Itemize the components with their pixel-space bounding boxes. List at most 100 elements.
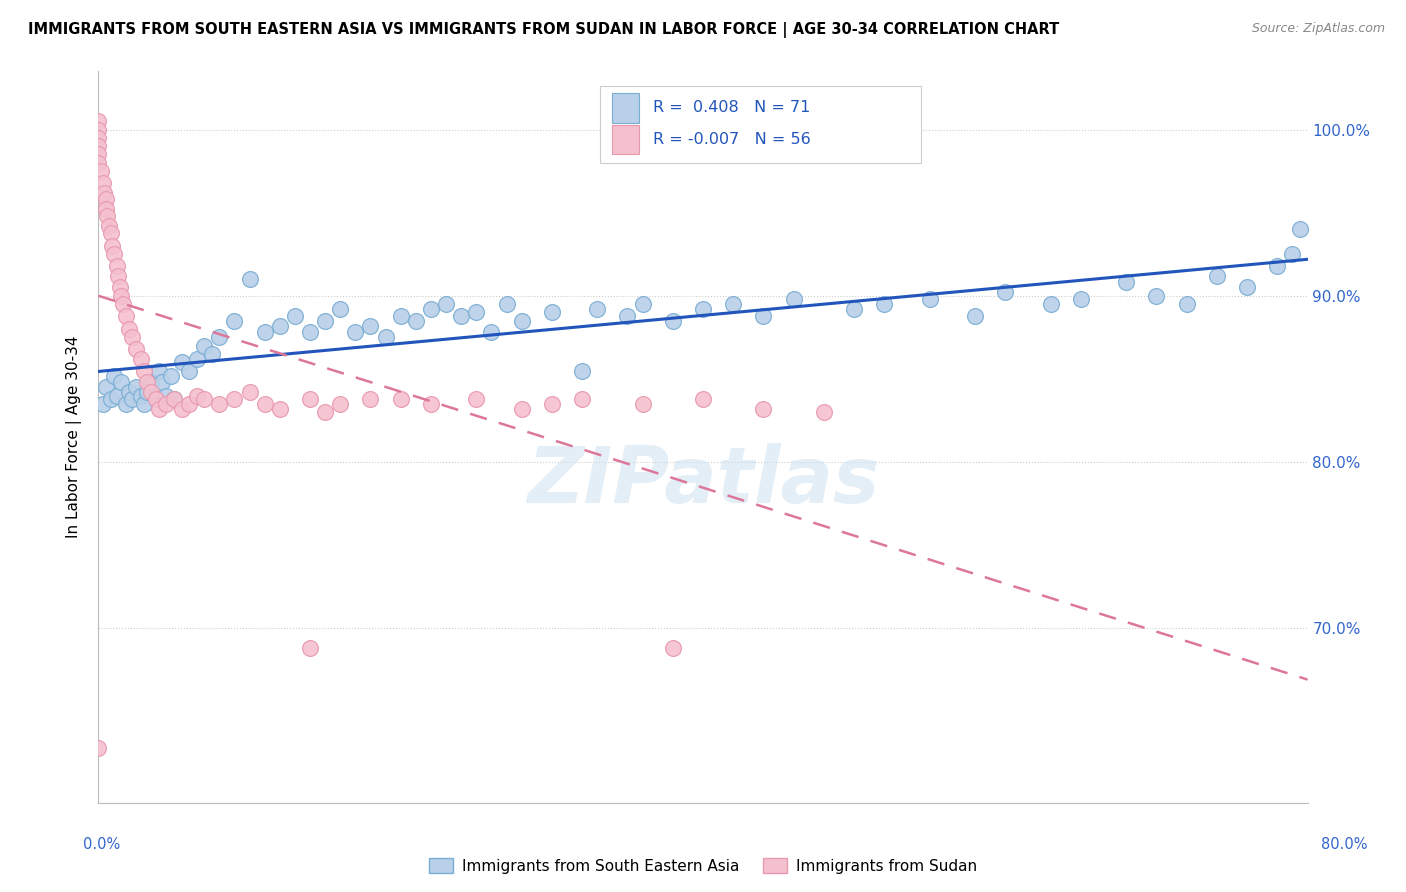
Point	[148, 401, 170, 416]
Point	[420, 301, 443, 316]
Point	[420, 397, 443, 411]
Point	[125, 342, 148, 356]
Y-axis label: In Labor Force | Age 30-34: In Labor Force | Age 30-34	[66, 335, 83, 539]
Text: ZIPatlas: ZIPatlas	[527, 443, 879, 519]
Point	[118, 322, 141, 336]
Point	[571, 363, 593, 377]
Point	[692, 392, 714, 406]
Point	[208, 330, 231, 344]
Point	[1206, 268, 1229, 283]
Point	[179, 363, 201, 377]
Point	[170, 355, 193, 369]
Point	[186, 351, 208, 366]
Point	[299, 641, 322, 656]
Point	[1281, 247, 1303, 261]
Point	[98, 219, 121, 233]
Point	[269, 318, 291, 333]
Point	[616, 309, 638, 323]
Point	[101, 239, 124, 253]
Point	[100, 392, 122, 406]
Point	[813, 405, 835, 419]
Point	[135, 375, 157, 389]
Point	[873, 297, 896, 311]
Point	[329, 301, 352, 316]
Point	[91, 176, 114, 190]
Point	[1267, 259, 1289, 273]
Point	[344, 326, 367, 340]
Point	[90, 164, 112, 178]
Point	[145, 392, 167, 406]
FancyBboxPatch shape	[613, 125, 638, 154]
Point	[208, 397, 231, 411]
Point	[510, 401, 533, 416]
Point	[125, 380, 148, 394]
Point	[329, 397, 352, 411]
Point	[87, 131, 110, 145]
Point	[965, 309, 987, 323]
Point	[141, 385, 163, 400]
Point	[253, 326, 276, 340]
Point	[94, 202, 117, 217]
Point	[389, 309, 412, 323]
Point	[170, 401, 193, 416]
Point	[155, 397, 177, 411]
Point	[163, 392, 186, 406]
Point	[269, 401, 291, 416]
Text: IMMIGRANTS FROM SOUTH EASTERN ASIA VS IMMIGRANTS FROM SUDAN IN LABOR FORCE | AGE: IMMIGRANTS FROM SOUTH EASTERN ASIA VS IM…	[28, 22, 1059, 38]
Point	[87, 139, 110, 153]
Point	[179, 397, 201, 411]
Point	[434, 297, 457, 311]
FancyBboxPatch shape	[613, 94, 638, 122]
Point	[314, 405, 336, 419]
Text: Source: ZipAtlas.com: Source: ZipAtlas.com	[1251, 22, 1385, 36]
Text: 0.0%: 0.0%	[83, 838, 120, 852]
Point	[994, 285, 1017, 300]
Point	[495, 297, 517, 311]
Text: R =  0.408   N = 71: R = 0.408 N = 71	[654, 101, 811, 115]
Point	[141, 375, 163, 389]
Point	[692, 301, 714, 316]
Point	[93, 186, 115, 200]
Point	[160, 368, 183, 383]
Point	[155, 388, 177, 402]
Point	[723, 297, 745, 311]
Point	[1175, 297, 1198, 311]
Point	[94, 192, 117, 206]
Point	[224, 392, 246, 406]
Point	[121, 330, 143, 344]
Point	[114, 309, 136, 323]
Point	[239, 385, 262, 400]
Point	[1115, 276, 1137, 290]
Point	[314, 314, 336, 328]
Point	[465, 305, 488, 319]
Point	[224, 314, 246, 328]
Point	[132, 363, 155, 377]
Point	[110, 289, 132, 303]
Point	[299, 326, 322, 340]
Point	[405, 314, 427, 328]
Point	[111, 297, 134, 311]
Point	[129, 388, 152, 402]
Point	[91, 397, 114, 411]
Point	[186, 388, 208, 402]
Point	[374, 330, 396, 344]
Point	[105, 259, 128, 273]
Point	[586, 301, 609, 316]
Point	[253, 397, 276, 411]
Point	[661, 641, 683, 656]
Point	[360, 318, 382, 333]
Text: 80.0%: 80.0%	[1320, 838, 1368, 852]
FancyBboxPatch shape	[600, 86, 921, 163]
Point	[103, 247, 125, 261]
Point	[1144, 289, 1167, 303]
Point	[148, 363, 170, 377]
Point	[96, 209, 118, 223]
Point	[631, 397, 654, 411]
Point	[450, 309, 472, 323]
Point	[110, 375, 132, 389]
Point	[150, 375, 173, 389]
Point	[201, 347, 224, 361]
Point	[844, 301, 866, 316]
Point	[481, 326, 503, 340]
Point	[135, 385, 157, 400]
